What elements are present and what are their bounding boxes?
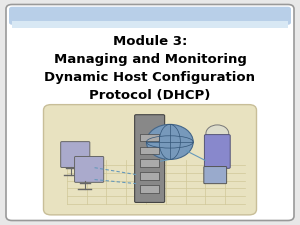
- FancyBboxPatch shape: [204, 135, 230, 168]
- Bar: [140, 134, 159, 142]
- FancyBboxPatch shape: [135, 115, 165, 202]
- Bar: [140, 147, 159, 154]
- FancyBboxPatch shape: [61, 142, 90, 167]
- FancyBboxPatch shape: [44, 105, 256, 215]
- Circle shape: [206, 125, 229, 142]
- Bar: [140, 185, 159, 193]
- FancyBboxPatch shape: [204, 166, 226, 184]
- FancyBboxPatch shape: [9, 7, 291, 25]
- Circle shape: [146, 124, 193, 160]
- Text: Dynamic Host Configuration: Dynamic Host Configuration: [44, 71, 256, 84]
- Bar: [140, 172, 159, 180]
- Text: Managing and Monitoring: Managing and Monitoring: [54, 53, 246, 66]
- Text: Protocol (DHCP): Protocol (DHCP): [89, 89, 211, 102]
- FancyBboxPatch shape: [6, 4, 294, 220]
- Bar: [140, 160, 159, 167]
- FancyBboxPatch shape: [74, 156, 104, 182]
- Bar: [12, 21, 288, 28]
- Text: Module 3:: Module 3:: [113, 35, 187, 48]
